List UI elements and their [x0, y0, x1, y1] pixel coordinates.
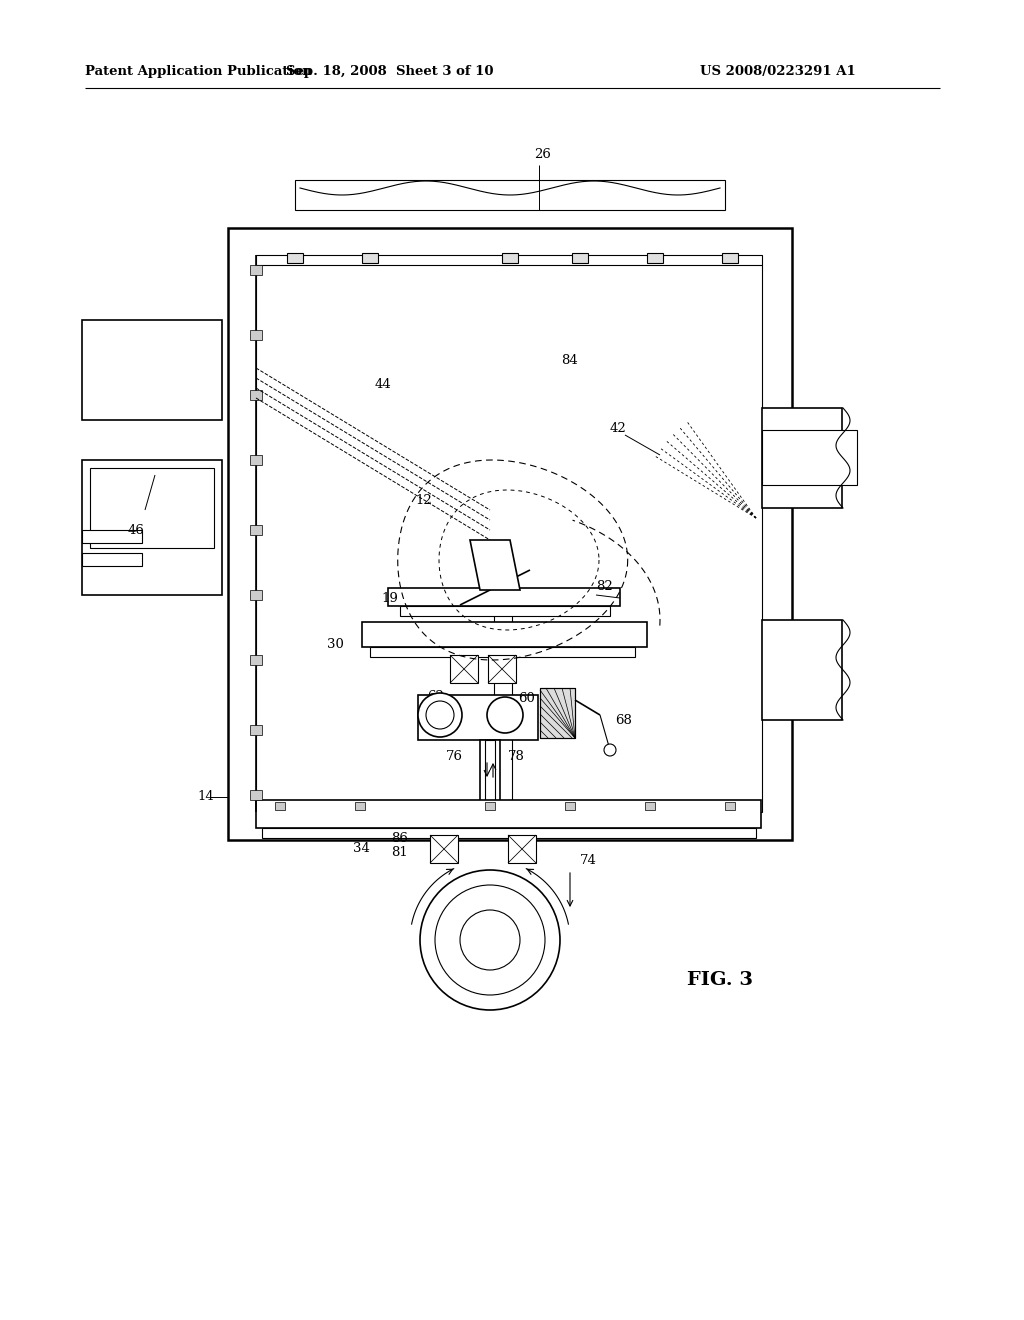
Bar: [275, 803, 285, 810]
Bar: [82, 531, 142, 543]
Bar: [228, 228, 792, 840]
Text: 81: 81: [391, 846, 408, 858]
Text: 44: 44: [375, 379, 391, 392]
Bar: [295, 180, 725, 210]
Bar: [250, 389, 262, 400]
Bar: [508, 836, 536, 863]
Bar: [287, 253, 303, 263]
Circle shape: [418, 693, 462, 737]
Bar: [82, 319, 222, 420]
Text: 42: 42: [609, 421, 627, 434]
Bar: [762, 620, 842, 719]
Text: 26: 26: [535, 149, 552, 161]
Bar: [250, 330, 262, 341]
Bar: [430, 836, 458, 863]
Bar: [355, 803, 365, 810]
Circle shape: [420, 870, 560, 1010]
Bar: [388, 587, 620, 606]
Bar: [250, 655, 262, 665]
Bar: [450, 655, 478, 682]
Bar: [572, 253, 588, 263]
Polygon shape: [470, 540, 520, 590]
Bar: [494, 590, 512, 820]
Circle shape: [460, 909, 520, 970]
Bar: [540, 688, 575, 738]
Circle shape: [435, 884, 545, 995]
Bar: [502, 253, 518, 263]
Bar: [485, 741, 495, 830]
Bar: [418, 696, 538, 741]
Bar: [256, 800, 761, 828]
Text: 30: 30: [327, 639, 344, 652]
Text: 68: 68: [615, 714, 632, 726]
Bar: [250, 525, 262, 535]
Bar: [370, 647, 635, 657]
Text: 74: 74: [580, 854, 597, 866]
Bar: [762, 430, 857, 484]
Bar: [400, 606, 610, 616]
Text: 84: 84: [561, 354, 579, 367]
Bar: [540, 688, 575, 738]
Bar: [90, 469, 214, 548]
Bar: [250, 265, 262, 275]
Bar: [256, 255, 762, 812]
Circle shape: [426, 701, 454, 729]
Text: FIG. 3: FIG. 3: [687, 972, 753, 989]
Bar: [762, 408, 842, 508]
Bar: [488, 655, 516, 682]
Bar: [250, 455, 262, 465]
Bar: [480, 741, 500, 830]
Bar: [250, 590, 262, 601]
Bar: [250, 789, 262, 800]
Bar: [722, 253, 738, 263]
Bar: [565, 803, 575, 810]
Bar: [647, 253, 663, 263]
Bar: [82, 553, 142, 566]
Bar: [362, 253, 378, 263]
Text: 19: 19: [381, 591, 398, 605]
Bar: [645, 803, 655, 810]
Bar: [485, 803, 495, 810]
Bar: [250, 725, 262, 735]
Text: 34: 34: [353, 842, 370, 854]
Text: US 2008/0223291 A1: US 2008/0223291 A1: [700, 66, 856, 78]
Text: Patent Application Publication: Patent Application Publication: [85, 66, 311, 78]
Text: 14: 14: [197, 791, 214, 804]
Text: 12: 12: [416, 494, 432, 507]
Text: 72: 72: [481, 998, 499, 1011]
Text: 86: 86: [391, 832, 408, 845]
Text: 62: 62: [427, 689, 444, 702]
Bar: [82, 459, 222, 595]
Circle shape: [604, 744, 616, 756]
Text: 78: 78: [508, 750, 525, 763]
Circle shape: [487, 697, 523, 733]
Text: Sep. 18, 2008  Sheet 3 of 10: Sep. 18, 2008 Sheet 3 of 10: [287, 66, 494, 78]
Bar: [262, 828, 756, 838]
Text: 82: 82: [596, 581, 612, 594]
Text: 76: 76: [446, 750, 463, 763]
Text: 46: 46: [128, 524, 144, 536]
Text: 60: 60: [518, 692, 535, 705]
Bar: [725, 803, 735, 810]
Bar: [362, 622, 647, 647]
